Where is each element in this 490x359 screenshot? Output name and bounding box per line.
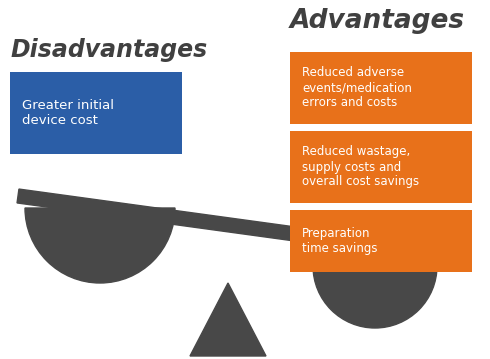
FancyBboxPatch shape: [10, 72, 182, 154]
Text: Greater initial
device cost: Greater initial device cost: [22, 99, 114, 127]
FancyBboxPatch shape: [88, 203, 112, 221]
Text: Preparation
time savings: Preparation time savings: [302, 227, 377, 255]
Text: Advantages: Advantages: [290, 8, 465, 34]
Polygon shape: [190, 283, 266, 356]
FancyBboxPatch shape: [290, 131, 472, 203]
Wedge shape: [25, 208, 175, 283]
Text: Disadvantages: Disadvantages: [10, 38, 207, 62]
FancyBboxPatch shape: [363, 261, 387, 279]
Text: Reduced wastage,
supply costs and
overall cost savings: Reduced wastage, supply costs and overal…: [302, 145, 419, 188]
Text: Reduced adverse
events/medication
errors and costs: Reduced adverse events/medication errors…: [302, 66, 412, 109]
FancyBboxPatch shape: [290, 210, 472, 272]
FancyBboxPatch shape: [290, 52, 472, 124]
Wedge shape: [313, 266, 437, 328]
Polygon shape: [17, 189, 471, 265]
